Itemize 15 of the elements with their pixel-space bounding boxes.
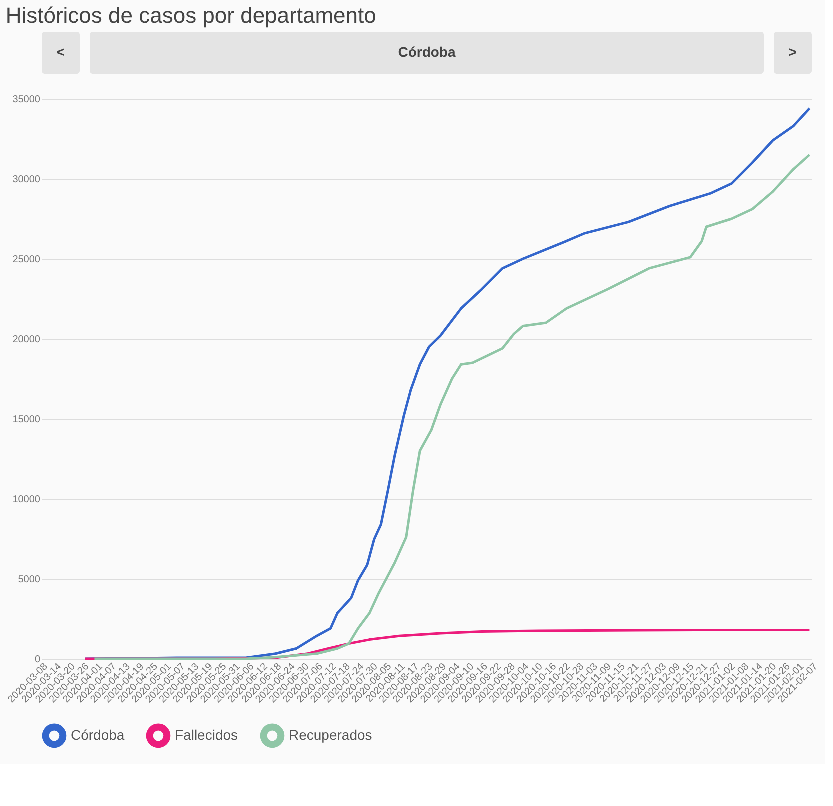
y-tick-label: 0 [34,654,41,666]
text: Córdoba [398,44,456,60]
y-tick-label: 15000 [12,414,41,426]
legend-label: Recuperados [289,726,372,743]
text: > [788,44,798,60]
y-tick-label: 5000 [18,574,41,586]
y-tick-label: 30000 [12,174,41,186]
text: < [56,44,66,60]
y-tick-label: 25000 [12,254,41,266]
chart-title: Históricos de casos por departamento [6,3,376,28]
legend-label: Córdoba [71,726,125,743]
y-tick-label: 35000 [12,94,41,106]
y-tick-label: 20000 [12,334,41,346]
y-tick-label: 10000 [12,494,41,506]
legend-label: Fallecidos [175,726,238,743]
